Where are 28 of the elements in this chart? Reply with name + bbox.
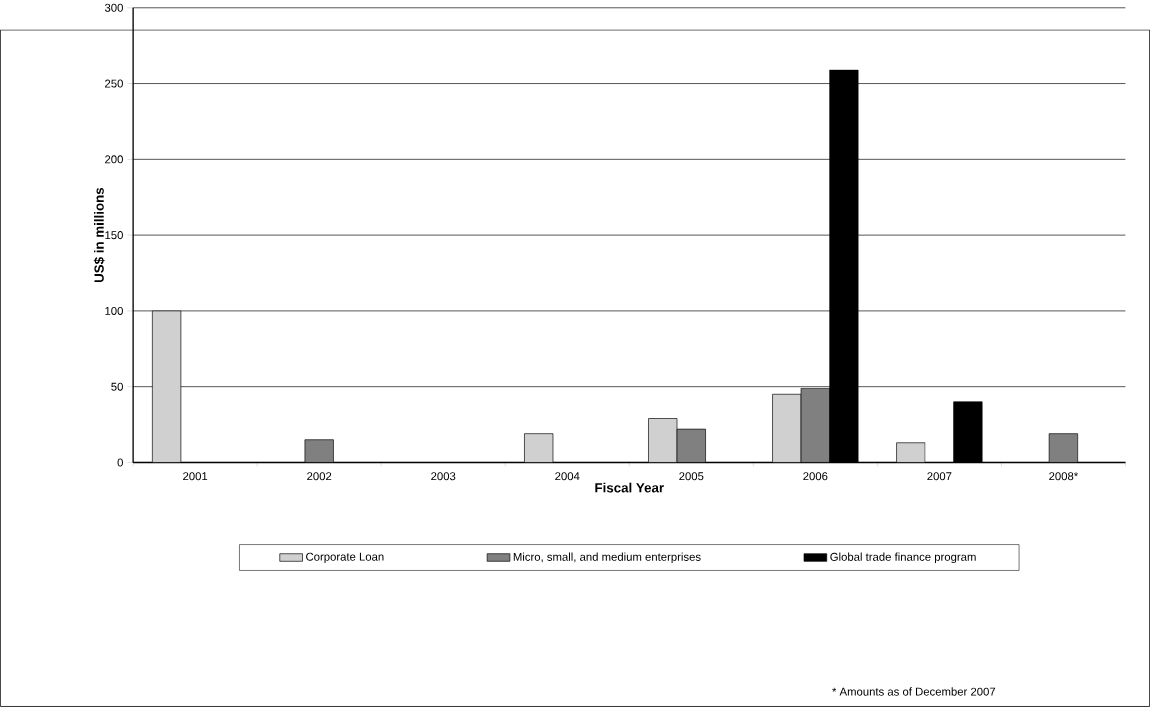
x-tick-label: 2002 — [307, 472, 332, 481]
bar — [304, 439, 334, 463]
y-tick-label: 100 — [105, 306, 123, 315]
y-tick-label: 300 — [104, 3, 123, 12]
y-axis-title: US$ in millions — [93, 187, 105, 283]
bar — [524, 433, 554, 463]
x-tick-label: 2003 — [431, 472, 456, 481]
x-tick-label: 2008* — [1049, 472, 1079, 481]
bar — [1048, 433, 1079, 463]
x-tick-label: 2001 — [183, 472, 208, 481]
x-tick-label: 2007 — [927, 472, 952, 481]
legend-label: Global trade finance program — [830, 552, 976, 564]
x-axis-title: Fiscal Year — [595, 482, 664, 493]
bar — [896, 442, 926, 463]
bar — [953, 401, 983, 463]
x-tick-label: 2006 — [803, 472, 828, 481]
bar — [676, 428, 706, 463]
y-tick-label: 250 — [105, 79, 123, 88]
y-tick-label: 50 — [111, 382, 123, 391]
y-tick-label: 150 — [105, 231, 123, 240]
legend-label: Corporate Loan — [306, 552, 384, 564]
y-tick-label: 0 — [117, 458, 123, 467]
legend-label: Micro, small, and medium enterprises — [513, 552, 701, 564]
text: * Amounts as of December 2007 — [832, 687, 996, 696]
x-tick-label: 2004 — [555, 472, 580, 481]
x-tick-label: 2005 — [679, 472, 704, 481]
bar — [800, 387, 830, 463]
y-tick-label: 200 — [105, 155, 123, 164]
